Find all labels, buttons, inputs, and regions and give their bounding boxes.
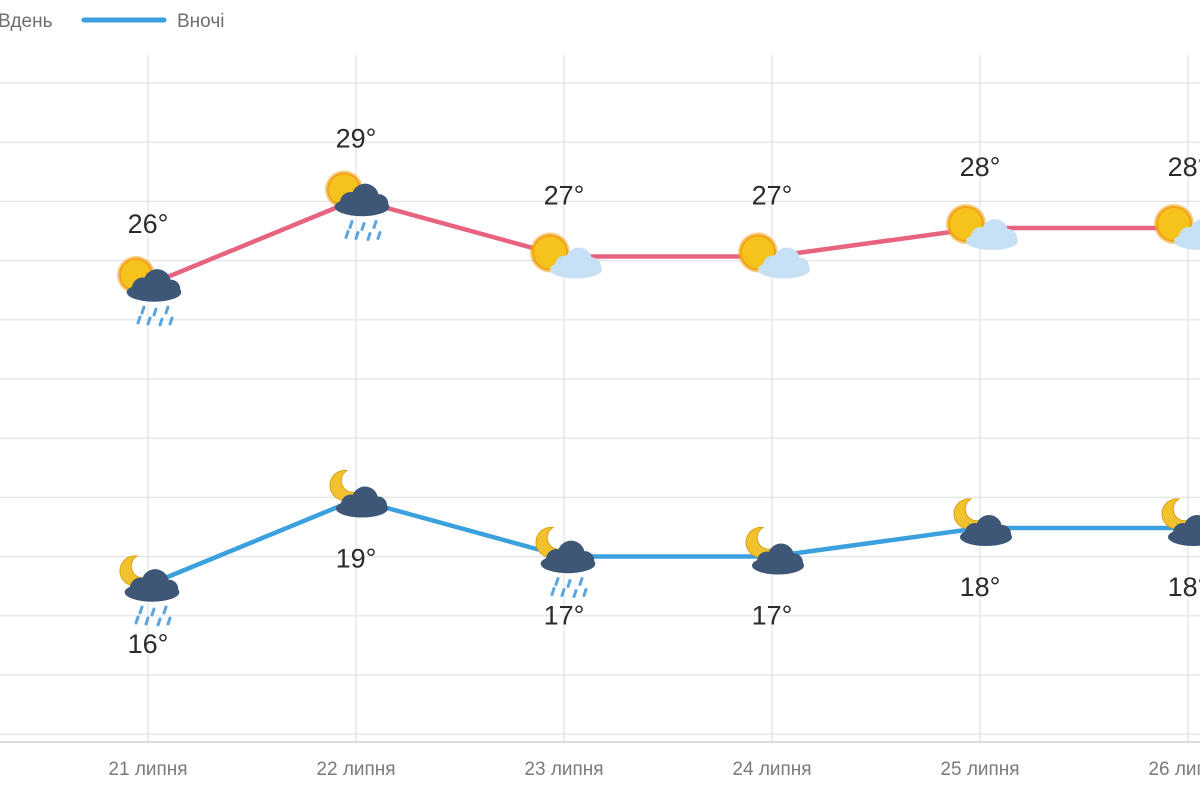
value-label-day: 28° bbox=[960, 152, 1001, 182]
value-label-night: 19° bbox=[336, 544, 377, 574]
x-axis-ticks: 21 липня 22 липня 23 липня 24 липня 25 липня… bbox=[108, 759, 1200, 780]
value-labels: 26° 29° 27° 27° 28° 28° 16° 19° 17° 17° 18° 18° bbox=[128, 124, 1200, 660]
x-tick-label: 26 липня bbox=[1148, 759, 1200, 780]
sun-cloud-rain-icon bbox=[117, 256, 182, 327]
legend: Вдень Вночі bbox=[0, 11, 224, 32]
x-tick-label: 22 липня bbox=[316, 759, 395, 780]
value-label-night: 18° bbox=[1168, 572, 1200, 602]
value-label-day: 26° bbox=[128, 209, 169, 239]
x-tick-label: 23 липня bbox=[524, 759, 603, 780]
series-line-day bbox=[145, 197, 1191, 288]
value-label-night: 18° bbox=[960, 572, 1001, 602]
legend-label: Вдень bbox=[0, 11, 53, 32]
value-label-night: 17° bbox=[752, 601, 793, 631]
value-label-day: 29° bbox=[336, 124, 377, 154]
x-tick-label: 24 липня bbox=[732, 759, 811, 780]
sun-cloud-icon bbox=[1154, 204, 1200, 250]
series bbox=[145, 197, 1191, 588]
moon-cloud-icon bbox=[745, 526, 804, 575]
legend-label: Вночі bbox=[177, 11, 224, 32]
sun-cloud-icon bbox=[738, 232, 810, 279]
x-tick-label: 21 липня bbox=[108, 759, 187, 780]
sun-cloud-rain-icon bbox=[325, 170, 390, 241]
moon-cloud-icon bbox=[953, 498, 1012, 546]
sun-cloud-icon bbox=[530, 232, 602, 279]
weather-icons bbox=[117, 170, 1200, 627]
moon-cloud-icon bbox=[329, 469, 388, 518]
grid bbox=[0, 55, 1200, 743]
moon-cloud-rain-icon bbox=[535, 526, 596, 598]
moon-cloud-icon bbox=[1161, 498, 1200, 546]
x-tick-label: 25 липня bbox=[940, 759, 1019, 780]
moon-cloud-rain-icon bbox=[119, 555, 180, 627]
value-label-day: 28° bbox=[1168, 152, 1200, 182]
value-label-night: 17° bbox=[544, 601, 585, 631]
legend-item-day[interactable]: Вдень bbox=[0, 11, 53, 32]
sun-cloud-icon bbox=[946, 204, 1018, 250]
legend-item-night[interactable]: Вночі bbox=[81, 11, 224, 32]
value-label-night: 16° bbox=[128, 629, 169, 659]
series-line-night bbox=[145, 497, 1191, 588]
value-label-day: 27° bbox=[752, 181, 793, 211]
value-label-day: 27° bbox=[544, 181, 585, 211]
